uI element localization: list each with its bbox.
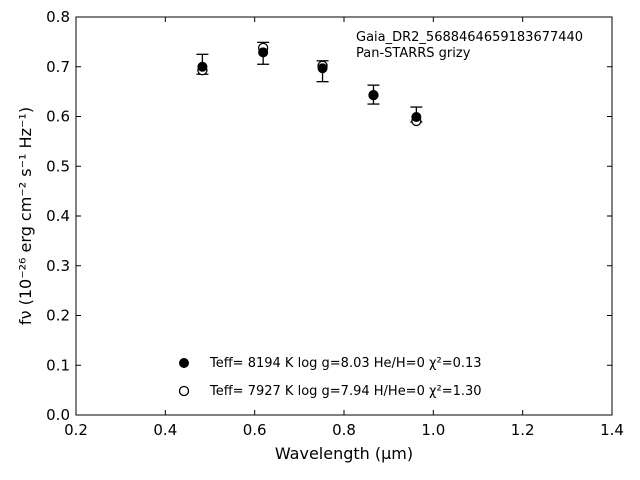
x-tick-label: 1.2 bbox=[511, 421, 535, 439]
x-tick-label: 0.8 bbox=[332, 421, 356, 439]
legend-marker-filled bbox=[179, 358, 189, 368]
y-tick-label: 0.4 bbox=[46, 207, 70, 225]
x-tick-label: 0.6 bbox=[243, 421, 267, 439]
legend: Teff= 8194 K log g=8.03 He/H=0 χ²=0.13 T… bbox=[178, 356, 482, 399]
y-tick-label: 0.0 bbox=[46, 406, 70, 424]
y-tick-label: 0.6 bbox=[46, 108, 70, 126]
y-tick-label: 0.5 bbox=[46, 157, 70, 175]
y-tick-label: 0.2 bbox=[46, 307, 70, 325]
y-tick-label: 0.7 bbox=[46, 58, 70, 76]
legend-marker-open bbox=[178, 385, 190, 397]
y-axis-title: fν (10⁻²⁶ erg cm⁻² s⁻¹ Hz⁻¹) bbox=[16, 107, 35, 325]
legend-label-1: Teff= 7927 K log g=7.94 H/He=0 χ²=1.30 bbox=[209, 384, 482, 399]
model-point-filled bbox=[317, 63, 328, 74]
model-point-filled bbox=[411, 111, 422, 122]
y-tick-label: 0.3 bbox=[46, 257, 70, 275]
x-tick-label: 1.4 bbox=[600, 421, 624, 439]
x-tick-label: 0.2 bbox=[64, 421, 88, 439]
survey-annotation: Pan-STARRS grizy bbox=[356, 46, 471, 61]
model-point-filled bbox=[258, 47, 269, 58]
y-tick-label: 0.1 bbox=[46, 356, 70, 374]
axes: 0.2 0.4 0.6 0.8 1.0 1.2 1.4 0.0 0.1 0.2 0.3 0.4 0.5 0… bbox=[46, 8, 624, 439]
x-tick-label: 0.4 bbox=[153, 421, 177, 439]
legend-label-0: Teff= 8194 K log g=8.03 He/H=0 χ²=0.13 bbox=[209, 356, 482, 371]
model-point-filled bbox=[197, 61, 208, 72]
x-tick-label: 1.0 bbox=[421, 421, 445, 439]
x-axis-title: Wavelength (μm) bbox=[275, 444, 413, 463]
plot-data bbox=[196, 41, 423, 127]
model-point-filled bbox=[368, 90, 379, 101]
object-name-annotation: Gaia_DR2_5688464659183677440 bbox=[356, 30, 583, 45]
y-tick-label: 0.8 bbox=[46, 8, 70, 26]
